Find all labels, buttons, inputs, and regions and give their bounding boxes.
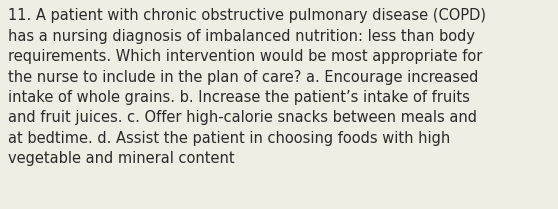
Text: 11. A patient with chronic obstructive pulmonary disease (COPD)
has a nursing di: 11. A patient with chronic obstructive p…: [8, 8, 487, 166]
